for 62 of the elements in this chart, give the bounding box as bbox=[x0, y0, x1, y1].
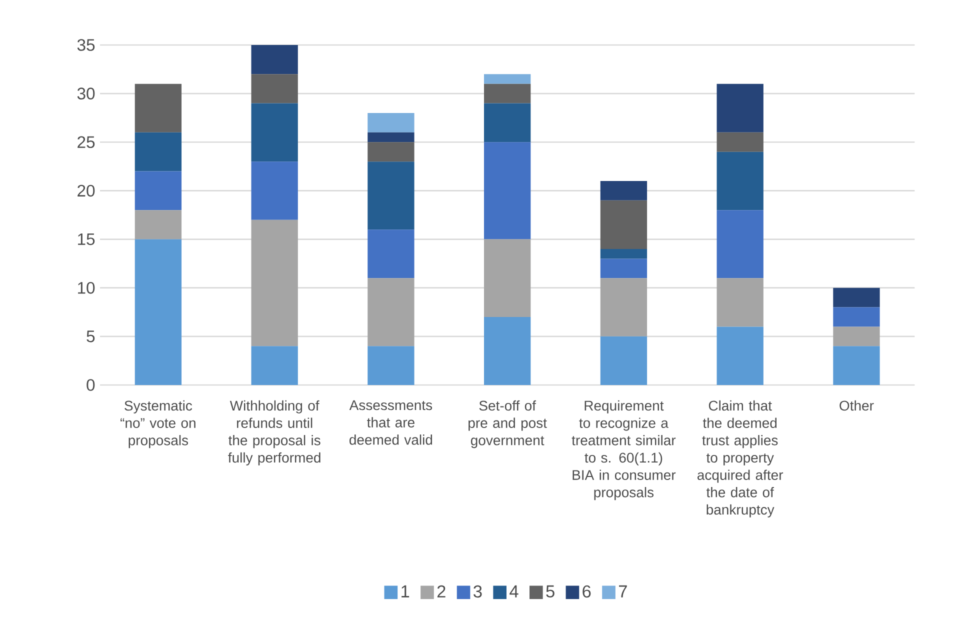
bar bbox=[134, 239, 182, 385]
x-tick-label: Claim that the deemed trust applies to property acquired after the date of bankruptcy bbox=[697, 400, 784, 518]
legend-label: 1 bbox=[402, 585, 410, 598]
bar bbox=[251, 74, 298, 104]
bar bbox=[368, 132, 414, 142]
bar bbox=[134, 171, 182, 210]
bar bbox=[251, 162, 298, 220]
y-tick-label: 0 bbox=[86, 379, 95, 391]
bar bbox=[368, 278, 414, 346]
legend-label: 6 bbox=[582, 585, 591, 598]
bar bbox=[716, 84, 764, 132]
y-tick-label: 5 bbox=[86, 330, 95, 342]
x-tick-label: Requirement to recognize a treatment similar to s. 60(1.1) BIA in consumer proposals bbox=[572, 400, 676, 500]
bar bbox=[251, 220, 298, 346]
bar bbox=[484, 142, 531, 240]
bar bbox=[368, 142, 414, 162]
legend-label: 5 bbox=[546, 585, 554, 598]
bar bbox=[600, 200, 648, 249]
bar bbox=[716, 326, 764, 385]
bar bbox=[484, 74, 531, 84]
bar bbox=[251, 103, 298, 162]
bar bbox=[833, 346, 880, 385]
bar bbox=[600, 180, 648, 200]
bar bbox=[716, 152, 764, 210]
y-tick-label: 30 bbox=[77, 88, 95, 100]
bar bbox=[134, 210, 182, 240]
bar bbox=[484, 103, 531, 142]
bar bbox=[833, 307, 880, 327]
y-tick-label: 35 bbox=[77, 39, 95, 51]
bar bbox=[716, 132, 764, 152]
bar bbox=[368, 162, 414, 230]
x-tick-label: Withholding of refunds until the proposal is fully performed bbox=[228, 400, 320, 466]
bar bbox=[600, 336, 648, 385]
x-tick-label: Assessments that are deemed valid bbox=[349, 400, 432, 445]
x-tick-label: Set-off of pre and post government bbox=[468, 400, 547, 448]
legend-label: 7 bbox=[619, 585, 627, 598]
bar bbox=[833, 326, 880, 346]
legend-label: 2 bbox=[437, 585, 446, 598]
legend-label: 4 bbox=[510, 585, 518, 598]
y-tick-label: 15 bbox=[78, 233, 95, 246]
bar bbox=[716, 210, 764, 278]
legend-label: 3 bbox=[474, 585, 482, 598]
bar bbox=[251, 44, 298, 74]
bar bbox=[484, 316, 531, 385]
bar bbox=[484, 84, 531, 104]
bar bbox=[368, 230, 414, 278]
x-tick-label: Other bbox=[840, 400, 874, 411]
bar bbox=[484, 239, 531, 317]
bar bbox=[716, 278, 764, 327]
y-tick-label: 20 bbox=[78, 184, 95, 197]
bar bbox=[600, 258, 648, 278]
bar bbox=[251, 346, 298, 385]
x-tick-label: Systematic “no” vote on proposals bbox=[120, 400, 196, 448]
bar bbox=[600, 278, 648, 336]
bar bbox=[134, 84, 182, 132]
bar bbox=[134, 132, 182, 172]
bar bbox=[368, 112, 414, 132]
bar bbox=[600, 248, 648, 259]
bar bbox=[833, 288, 880, 308]
y-tick-label: 10 bbox=[78, 282, 95, 294]
bar bbox=[368, 346, 414, 385]
y-tick-label: 25 bbox=[78, 136, 95, 148]
